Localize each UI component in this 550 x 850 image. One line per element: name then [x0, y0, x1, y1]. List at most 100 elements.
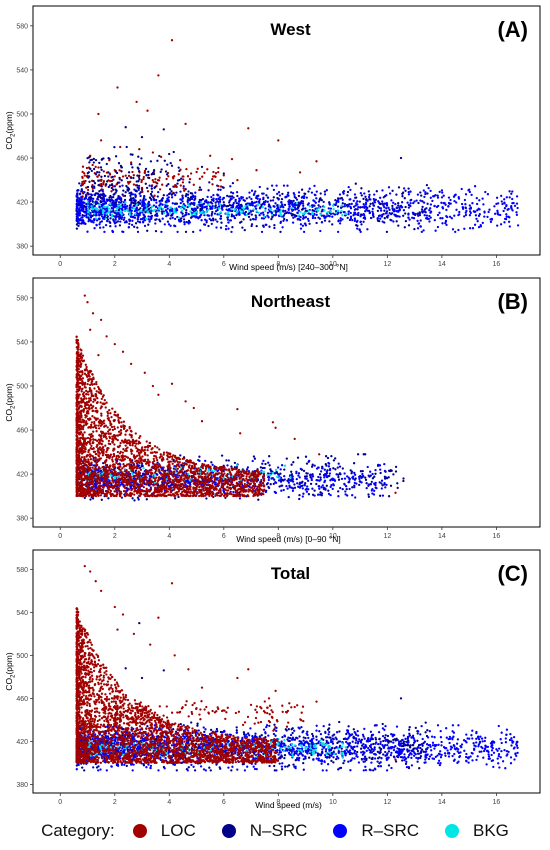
point-loc — [195, 170, 198, 174]
point-rsrc — [358, 477, 361, 481]
point-loc — [298, 171, 302, 174]
point-nsrc — [243, 228, 246, 232]
point-rsrc — [202, 202, 206, 205]
point-rsrc — [381, 494, 385, 497]
point-nsrc — [75, 227, 79, 230]
point-rsrc — [178, 474, 181, 477]
point-rsrc — [297, 209, 300, 212]
point-rsrc — [484, 190, 487, 194]
point-rsrc — [213, 212, 217, 215]
point-loc — [135, 100, 138, 104]
point-nsrc — [133, 499, 136, 502]
point-bkg — [106, 211, 110, 214]
point-nsrc — [313, 489, 316, 492]
point-rsrc — [486, 215, 489, 219]
point-rsrc — [429, 216, 432, 219]
point-nsrc — [334, 468, 337, 471]
point-rsrc — [409, 202, 412, 205]
point-loc — [108, 420, 112, 423]
point-nsrc — [133, 225, 136, 228]
point-nsrc — [397, 201, 400, 205]
point-rsrc — [133, 209, 137, 213]
point-nsrc — [394, 470, 398, 473]
point-bkg — [105, 212, 108, 215]
point-rsrc — [348, 478, 351, 481]
point-rsrc — [122, 205, 125, 209]
point-rsrc — [515, 202, 519, 205]
point-nsrc — [230, 191, 233, 194]
point-bkg — [263, 215, 266, 218]
point-rsrc — [166, 207, 169, 210]
point-loc — [139, 468, 143, 472]
point-rsrc — [338, 472, 342, 475]
point-bkg — [96, 208, 99, 211]
point-rsrc — [273, 490, 276, 494]
x-tick-label: 6 — [222, 261, 226, 268]
point-nsrc — [325, 484, 328, 487]
point-rsrc — [510, 192, 513, 195]
point-rsrc — [308, 222, 311, 225]
point-nsrc — [124, 126, 127, 129]
point-bkg — [283, 464, 287, 467]
point-rsrc — [360, 481, 363, 484]
point-nsrc — [213, 465, 216, 468]
point-loc — [110, 179, 114, 183]
point-nsrc — [385, 230, 389, 234]
x-tick-label: 0 — [58, 261, 62, 268]
point-rsrc — [468, 204, 471, 207]
point-rsrc — [371, 492, 374, 495]
point-rsrc — [329, 493, 332, 497]
point-nsrc — [300, 188, 304, 191]
point-bkg — [318, 207, 321, 210]
point-bkg — [94, 217, 98, 220]
point-loc — [91, 187, 94, 190]
point-loc — [124, 486, 127, 490]
point-rsrc — [327, 207, 330, 210]
point-loc — [136, 476, 139, 479]
point-rsrc — [89, 193, 93, 196]
point-loc — [165, 177, 168, 181]
point-nsrc — [387, 495, 391, 498]
point-rsrc — [287, 207, 290, 210]
point-nsrc — [391, 189, 394, 192]
point-rsrc — [353, 481, 356, 485]
point-loc — [249, 478, 252, 481]
point-rsrc — [108, 479, 111, 482]
point-rsrc — [267, 475, 270, 479]
point-nsrc — [211, 210, 214, 214]
point-nsrc — [381, 484, 384, 487]
point-loc — [109, 412, 112, 415]
point-rsrc — [382, 204, 385, 207]
point-nsrc — [164, 170, 168, 173]
point-rsrc — [444, 203, 447, 206]
point-rsrc — [493, 205, 496, 208]
point-rsrc — [89, 218, 92, 222]
point-rsrc — [347, 204, 350, 208]
point-rsrc — [511, 202, 514, 205]
point-rsrc — [291, 480, 295, 483]
point-nsrc — [168, 152, 171, 156]
point-nsrc — [326, 456, 330, 460]
point-bkg — [110, 474, 113, 477]
point-nsrc — [274, 209, 277, 212]
point-rsrc — [272, 188, 276, 192]
point-rsrc — [325, 189, 328, 192]
point-rsrc — [377, 214, 381, 218]
point-rsrc — [362, 220, 365, 223]
point-bkg — [295, 202, 299, 205]
point-rsrc — [337, 211, 340, 214]
point-bkg — [116, 207, 119, 210]
point-rsrc — [435, 205, 439, 209]
point-bkg — [252, 208, 255, 211]
point-bkg — [157, 206, 161, 210]
point-rsrc — [428, 209, 431, 212]
point-nsrc — [186, 193, 190, 196]
point-loc — [245, 483, 249, 486]
point-bkg — [279, 212, 282, 215]
point-bkg — [268, 207, 272, 211]
point-rsrc — [229, 185, 232, 188]
point-rsrc — [450, 217, 453, 220]
point-nsrc — [90, 169, 93, 173]
point-rsrc — [110, 483, 113, 486]
point-nsrc — [120, 179, 123, 182]
